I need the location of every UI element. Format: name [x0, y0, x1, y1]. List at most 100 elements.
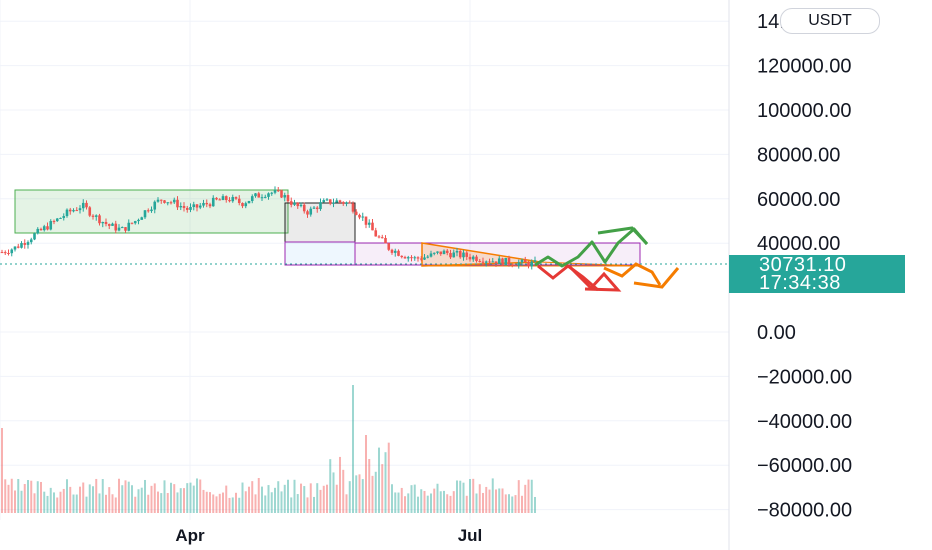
candle-body [36, 228, 40, 234]
candle-body [377, 236, 381, 238]
candle-body [195, 204, 199, 208]
volume-bar [449, 495, 452, 513]
volume-bar [166, 493, 169, 513]
candle-body [42, 226, 46, 231]
volume-bar [75, 494, 78, 513]
candle-body [140, 217, 144, 220]
price-tick-label: −40000.00 [757, 411, 852, 433]
candle-body [510, 264, 514, 266]
price-axis: 14...00120000.00100000.0080000.0060000.0… [757, 11, 852, 521]
volume-bar [235, 492, 237, 513]
volume-bar [30, 480, 33, 513]
volume-bar [248, 486, 250, 513]
candle-body [133, 221, 137, 224]
volume-bar [105, 494, 107, 513]
candle-body [228, 200, 231, 202]
currency-unit-badge[interactable]: USDT [780, 8, 880, 34]
candle-body [426, 256, 430, 258]
volume-bar [36, 481, 39, 513]
volume-bar [287, 479, 289, 513]
candle-body [462, 252, 465, 258]
candle-body [351, 203, 355, 212]
candle-body [72, 210, 75, 212]
volume-bar [40, 481, 42, 513]
volume-bar [371, 475, 374, 513]
volume-bar [33, 493, 36, 513]
volume-bar [296, 494, 299, 513]
candle-body [202, 202, 205, 206]
candle-body [413, 257, 417, 259]
volume-bar [251, 481, 254, 513]
candle-body [130, 222, 134, 224]
candle-body [189, 207, 192, 210]
volume-bar [82, 482, 85, 513]
candle-body [46, 226, 49, 230]
candle-body [215, 197, 218, 200]
candle-body [153, 201, 157, 210]
volume-bar [202, 489, 205, 513]
volume-bar [127, 481, 130, 513]
volume-bar [218, 493, 221, 513]
volume-bar [358, 474, 361, 513]
green-arrowhead [597, 226, 649, 246]
candle-body [371, 222, 374, 231]
candle-body [257, 193, 261, 198]
candle-body [94, 215, 98, 217]
volume-bar [352, 385, 354, 513]
volume-bar [530, 479, 533, 513]
candle-body [111, 223, 114, 226]
volume-bar [176, 492, 179, 513]
volume-bar [384, 452, 387, 513]
volume-bar [478, 484, 481, 513]
candle-body [244, 203, 248, 207]
volume-bar [452, 491, 455, 513]
lower-blue-box [284, 241, 356, 266]
price-tick-label: −60000.00 [757, 455, 852, 477]
volume-bar [215, 496, 218, 513]
volume-bar [144, 479, 146, 513]
orange-arrowhead [633, 267, 680, 289]
candle-body [514, 265, 517, 267]
candle-body [0, 252, 4, 254]
volume-bar [257, 478, 260, 513]
candle-body [192, 204, 196, 208]
candle-body [218, 199, 222, 201]
candle-body [286, 195, 290, 202]
candle-body [163, 200, 166, 203]
candle-body [88, 207, 92, 216]
candle-body [10, 249, 14, 254]
candle-body [224, 196, 228, 201]
candle-body [20, 243, 23, 248]
volume-bar [309, 483, 312, 513]
candle-body [507, 257, 511, 265]
volume-bar [131, 485, 133, 513]
volume-bar [270, 492, 273, 513]
candle-body [176, 199, 179, 208]
volume-bar [394, 492, 397, 513]
candle-body [241, 203, 244, 207]
candle-body [419, 258, 423, 260]
volume-bar [508, 494, 510, 513]
volume-bar [222, 492, 224, 513]
candle-body [403, 257, 407, 259]
candle-body [85, 202, 88, 208]
volume-bar [348, 481, 351, 513]
candle-body [445, 250, 449, 254]
candle-body [172, 199, 176, 203]
candle-body [306, 211, 309, 215]
red-projection-arrow-1 [537, 264, 599, 292]
volume-bar [137, 489, 140, 513]
candle-body [335, 200, 339, 203]
volume-bar [150, 485, 153, 513]
candle-body [267, 193, 270, 197]
candle-body [205, 202, 209, 205]
price-tick-label: 0.00 [757, 322, 796, 344]
volume-bar [459, 480, 462, 513]
volume-bar [504, 494, 507, 513]
candle-body [358, 214, 361, 218]
volume-bar [124, 480, 127, 513]
volume-bar [228, 497, 231, 513]
candle-body [387, 243, 391, 250]
candle-body [59, 217, 62, 219]
